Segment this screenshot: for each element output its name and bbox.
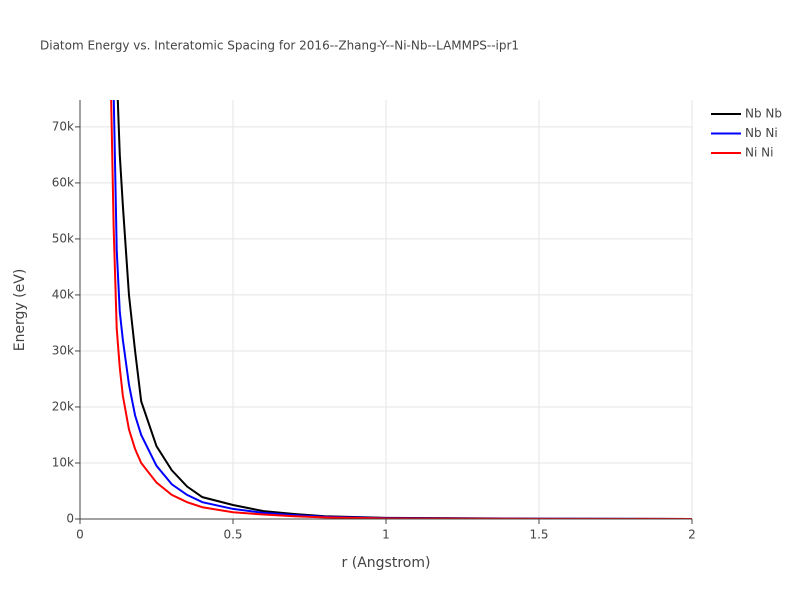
y-tick-label: 20k — [52, 399, 74, 413]
y-tick-label: 30k — [52, 343, 74, 357]
legend-label: Nb Nb — [745, 107, 782, 121]
y-axis-title: Energy (eV) — [12, 269, 28, 352]
series-line — [112, 100, 692, 519]
plot-area — [110, 100, 692, 519]
x-tick-label: 0 — [76, 528, 84, 542]
x-tick-label: 1 — [382, 528, 390, 542]
series-line — [110, 100, 692, 519]
series-line — [116, 100, 692, 519]
y-tick-label: 0 — [66, 512, 74, 526]
x-tick-label: 2 — [688, 528, 696, 542]
x-tick-label: 1.5 — [529, 528, 548, 542]
x-tick-label: 0.5 — [223, 528, 242, 542]
y-tick-label: 70k — [52, 119, 74, 133]
y-tick-label: 10k — [52, 455, 74, 469]
grid — [79, 100, 693, 520]
x-axis-title: r (Angstrom) — [342, 555, 431, 571]
y-tick-label: 40k — [52, 287, 74, 301]
chart-title: Diatom Energy vs. Interatomic Spacing fo… — [40, 39, 519, 53]
legend-label: Ni Ni — [745, 146, 773, 160]
legend-label: Nb Ni — [745, 126, 778, 140]
y-tick-label: 60k — [52, 175, 74, 189]
y-tick-label: 50k — [52, 231, 74, 245]
